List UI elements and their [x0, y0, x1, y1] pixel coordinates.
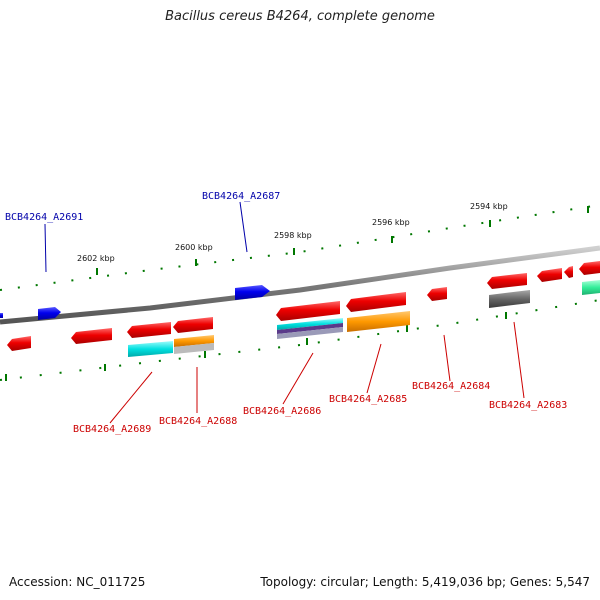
gene-red-2[interactable] — [71, 328, 112, 344]
tick-label-2596: 2596 kbp — [372, 218, 410, 227]
leader-A2689 — [109, 371, 153, 424]
label-BCB4264_A2685: BCB4264_A2685 — [329, 394, 407, 405]
lower-ruler-dots — [0, 299, 600, 381]
genome-info-text: Topology: circular; Length: 5,419,036 bp… — [260, 575, 590, 589]
track-cyan[interactable] — [128, 341, 173, 357]
gene-red-near-2683[interactable] — [487, 273, 527, 289]
accession-text: Accession: NC_011725 — [9, 575, 146, 589]
leader-A2685 — [366, 343, 382, 394]
label-BCB4264_A2683: BCB4264_A2683 — [489, 400, 567, 411]
label-BCB4264_A2688: BCB4264_A2688 — [159, 416, 237, 427]
lower-major-ticks — [5, 312, 507, 381]
tick-label-2600: 2600 kbp — [175, 243, 213, 252]
track-gray[interactable] — [489, 290, 530, 308]
track-gray-small[interactable] — [174, 343, 214, 354]
tick-label-2598: 2598 kbp — [274, 231, 312, 240]
track-cyan-thin[interactable] — [277, 318, 343, 330]
gene-red-small-2[interactable] — [564, 266, 573, 278]
gene-red-2685-strand[interactable] — [346, 292, 406, 312]
track-orange[interactable] — [347, 311, 410, 332]
chromosome-backbone — [0, 245, 600, 325]
feature-tracks — [128, 280, 600, 357]
gene-red-small-1[interactable] — [537, 268, 562, 282]
gene-fragment-left[interactable] — [0, 313, 3, 318]
gene-BCB4264_A2688[interactable] — [173, 317, 213, 333]
upper-major-ticks — [96, 206, 589, 275]
gene-BCB4264_A2684[interactable] — [427, 287, 447, 301]
leader-A2683 — [513, 321, 525, 399]
leader-A2691 — [44, 223, 47, 273]
tick-label-2602: 2602 kbp — [77, 254, 115, 263]
track-mint[interactable] — [582, 280, 600, 295]
gene-BCB4264_A2689[interactable] — [127, 322, 171, 338]
label-BCB4264_A2689: BCB4264_A2689 — [73, 424, 151, 435]
upper-ruler-dots — [0, 204, 600, 291]
leader-A2686 — [282, 352, 314, 405]
track-gray-thin[interactable] — [277, 327, 343, 339]
label-BCB4264_A2687: BCB4264_A2687 — [202, 191, 280, 202]
leader-A2687 — [239, 201, 248, 253]
track-purple-thin[interactable] — [277, 323, 343, 334]
label-BCB4264_A2691: BCB4264_A2691 — [5, 212, 83, 223]
gene-BCB4264_A2691[interactable] — [38, 307, 61, 320]
gene-BCB4264_A2687[interactable] — [235, 285, 270, 300]
reverse-genes — [7, 261, 600, 351]
gene-red-1[interactable] — [7, 336, 31, 351]
label-BCB4264_A2684: BCB4264_A2684 — [412, 381, 490, 392]
genome-title: Bacillus cereus B4264, complete genome — [165, 9, 435, 24]
tick-label-2594: 2594 kbp — [470, 202, 508, 211]
label-BCB4264_A2686: BCB4264_A2686 — [243, 406, 321, 417]
gene-red-edge[interactable] — [579, 261, 600, 275]
gene-BCB4264_A2686[interactable] — [276, 301, 340, 321]
leader-A2684 — [443, 334, 451, 382]
